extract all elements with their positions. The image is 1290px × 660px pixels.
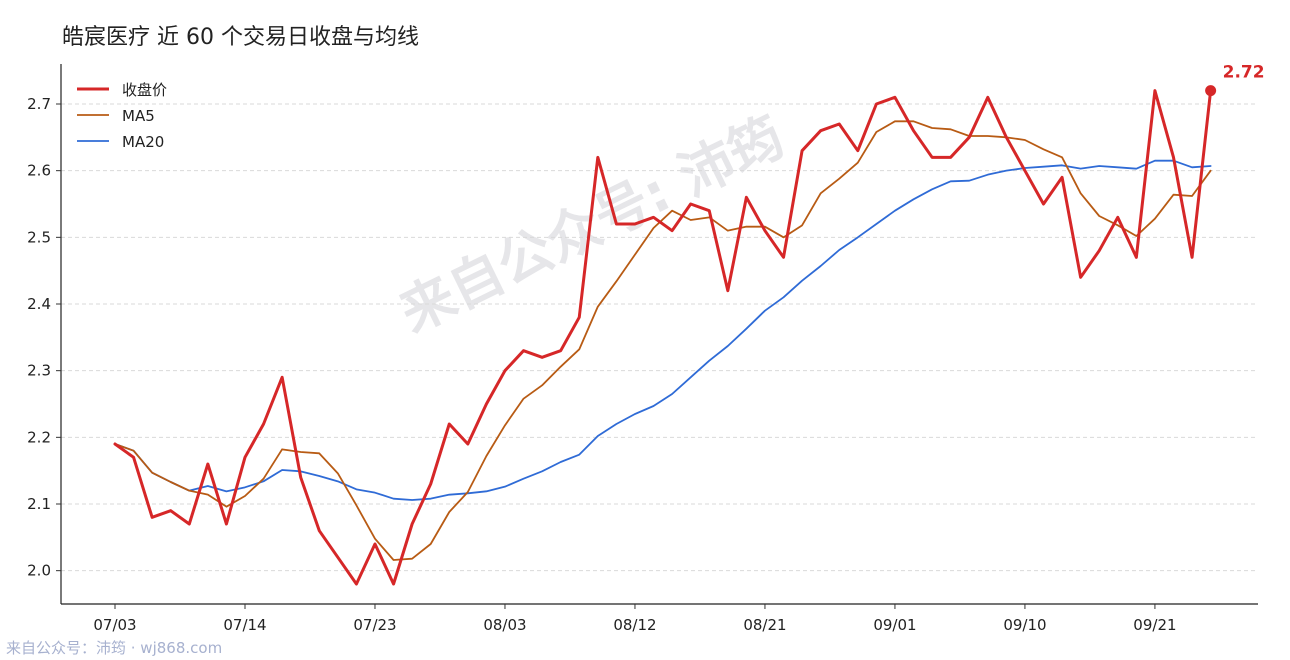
legend: 收盘价 MA5 MA20 xyxy=(77,81,167,151)
y-tick-label: 2.2 xyxy=(27,428,51,446)
y-axis-ticks: 2.0 2.1 2.2 2.3 2.4 2.5 2.6 2.7 xyxy=(27,95,61,580)
series-line-1 xyxy=(114,120,1212,561)
legend-label-0: 收盘价 xyxy=(122,81,167,99)
last-close-marker xyxy=(1205,85,1217,97)
grid xyxy=(61,103,1258,572)
x-tick-label: 07/14 xyxy=(223,616,266,634)
x-axis-ticks: 07/03 07/14 07/23 08/03 08/12 08/21 09/01 09/10… xyxy=(93,604,1177,634)
last-close-label: 2.72 xyxy=(1223,63,1265,83)
y-tick-label: 2.4 xyxy=(27,295,51,313)
x-tick-label: 07/23 xyxy=(353,616,396,634)
y-tick-label: 2.1 xyxy=(27,495,51,513)
y-tick-label: 2.5 xyxy=(27,228,51,246)
chart-title: 皓宸医疗 近 60 个交易日收盘与均线 xyxy=(62,25,419,50)
y-tick-label: 2.6 xyxy=(27,162,51,180)
series-line-2 xyxy=(114,159,1212,501)
x-tick-label: 09/10 xyxy=(1003,616,1046,634)
watermark: 来自公众号: 沛筠 xyxy=(390,105,794,345)
y-tick-label: 2.3 xyxy=(27,362,51,380)
axes xyxy=(60,64,1258,605)
x-tick-label: 09/01 xyxy=(873,616,916,634)
y-tick-label: 2.0 xyxy=(27,562,51,580)
x-tick-label: 07/03 xyxy=(93,616,136,634)
y-tick-label: 2.7 xyxy=(27,95,51,113)
footer-credit: 来自公众号：沛筠 · wj868.com xyxy=(6,639,222,657)
legend-label-2: MA20 xyxy=(122,133,164,151)
x-tick-label: 08/21 xyxy=(743,616,786,634)
x-tick-label: 08/12 xyxy=(613,616,656,634)
series-line-0 xyxy=(113,89,1213,586)
x-tick-label: 09/21 xyxy=(1133,616,1176,634)
legend-label-1: MA5 xyxy=(122,107,155,125)
series-layer: 2.72 xyxy=(113,63,1265,586)
x-tick-label: 08/03 xyxy=(483,616,526,634)
